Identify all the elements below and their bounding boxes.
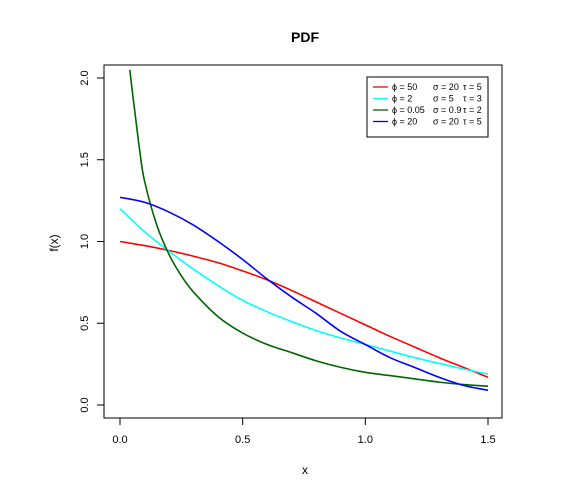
legend-entry-tau-1: τ = 3 [463, 94, 482, 104]
legend-entry-sigma-3: σ = 20 [433, 117, 459, 127]
legend-entry-tau-2: τ = 2 [463, 105, 482, 115]
y-tick-label: 2.0 [79, 70, 91, 85]
y-tick-label: 1.0 [79, 234, 91, 249]
legend-entry-phi-2: ϕ = 0.05 [392, 105, 425, 115]
x-tick-label: 0.5 [235, 434, 250, 446]
chart-title: PDF [291, 29, 319, 45]
y-tick-label: 1.5 [79, 152, 91, 167]
x-axis-label: x [302, 463, 308, 477]
y-axis-label: f(x) [47, 234, 61, 251]
legend-entry-sigma-2: σ = 0.9 [433, 105, 461, 115]
legend-entry-sigma-0: σ = 20 [433, 82, 459, 92]
series-line-2 [129, 69, 489, 387]
legend-entry-phi-0: ϕ = 50 [392, 82, 417, 92]
legend-entry-tau-3: τ = 5 [463, 117, 482, 127]
x-tick-label: 1.5 [480, 434, 495, 446]
legend-entry-sigma-1: σ = 5 [433, 94, 454, 104]
series-line-3 [119, 196, 489, 392]
y-axis: 0.0 0.5 1.0 1.5 2.0 [79, 70, 105, 413]
legend-entry-tau-0: τ = 5 [463, 82, 482, 92]
x-tick-label: 1.0 [358, 434, 373, 446]
y-tick-label: 0.0 [79, 397, 91, 412]
legend: ϕ = 50 σ = 20 τ = 5 ϕ = 2 σ = 5 τ = 3 ϕ = 0.05… [366, 76, 489, 138]
x-axis: 0.0 0.5 1.0 1.5 [112, 417, 496, 446]
legend-entry-phi-3: ϕ = 20 [392, 117, 417, 127]
series-lines [119, 69, 489, 392]
series-line-0 [119, 240, 489, 378]
y-tick-label: 0.5 [79, 316, 91, 331]
x-tick-label: 0.0 [112, 434, 127, 446]
series-line-1 [119, 208, 489, 375]
legend-entry-phi-1: ϕ = 2 [392, 94, 412, 104]
